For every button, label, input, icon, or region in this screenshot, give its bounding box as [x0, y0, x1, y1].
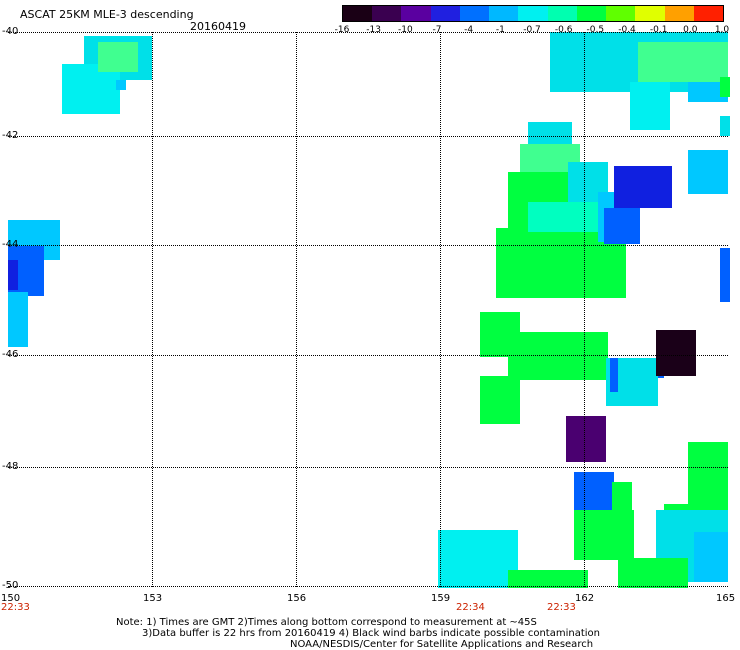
- colorbar-label: -0.7: [523, 25, 541, 35]
- wind-cell: [720, 77, 730, 97]
- colorbar-swatch: [547, 6, 578, 21]
- colorbar-label: -10: [397, 25, 413, 35]
- wind-cell: [604, 208, 640, 244]
- colorbar-swatch: [635, 6, 666, 21]
- wind-cell: [688, 150, 728, 194]
- wind-cell: [116, 80, 126, 90]
- colorbar-swatch: [430, 6, 461, 21]
- colorbar-labels: -16 -13 -10 -7 -4 -1 -0.7 -0.6 -0.5 -0.4 -0.1 0.0 1.…: [335, 25, 730, 37]
- lon-label: 162: [575, 593, 595, 604]
- wind-cell: [694, 532, 728, 582]
- wind-cell: [508, 570, 588, 588]
- lat-label: -40: [2, 26, 19, 37]
- wind-cell: [566, 416, 606, 462]
- lon-label: 165: [716, 593, 736, 604]
- gridline-lon-153: [152, 32, 153, 587]
- colorbar-swatch: [606, 6, 636, 21]
- wind-cell: [688, 442, 728, 512]
- lat-label: -50: [2, 580, 19, 591]
- wind-cell: [574, 472, 614, 510]
- lat-label: -44: [2, 239, 19, 250]
- wind-cell: [630, 82, 670, 130]
- lat-label: -46: [2, 349, 19, 360]
- gridline-lat-42: [8, 136, 728, 137]
- gridline-lat-50: [8, 586, 728, 587]
- wind-cell: [480, 376, 520, 424]
- lat-label: -42: [2, 130, 19, 141]
- colorbar-label: -0.1: [649, 25, 668, 35]
- wind-cell: [574, 510, 634, 560]
- wind-cell: [688, 82, 728, 102]
- note-line-1: Note: 1) Times are GMT 2)Times along bot…: [116, 617, 537, 628]
- time-label: 22:33: [1, 602, 30, 613]
- map-title: ASCAT 25KM MLE-3 descending: [20, 8, 194, 21]
- gridline-lat-44: [8, 245, 728, 246]
- colorbar-swatch: [576, 6, 607, 21]
- colorbar-label: -13: [366, 25, 382, 35]
- lon-label: 159: [431, 593, 451, 604]
- wind-cell: [638, 42, 728, 82]
- colorbar-label: 0.0: [683, 25, 698, 35]
- wind-cell: [618, 558, 688, 588]
- colorbar-swatch: [343, 6, 373, 21]
- colorbar-label: -0.6: [554, 25, 573, 35]
- colorbar-swatch: [693, 6, 724, 21]
- wind-cell: [62, 64, 120, 114]
- wind-cell: [720, 116, 730, 136]
- map-plot: [8, 32, 730, 588]
- note-line-2: 3)Data buffer is 22 hrs from 20160419 4)…: [142, 628, 600, 639]
- wind-cell: [610, 358, 618, 392]
- colorbar-swatch: [372, 6, 402, 21]
- colorbar-label: -16: [334, 25, 350, 35]
- wind-cell: [614, 166, 672, 208]
- colorbar-swatch: [664, 6, 695, 21]
- wind-cell: [656, 330, 696, 376]
- wind-cell: [612, 482, 632, 512]
- lon-label: 150: [1, 593, 21, 604]
- gridline-lat-48: [8, 467, 728, 468]
- wind-cell: [438, 530, 518, 588]
- lat-label: -48: [2, 461, 19, 472]
- time-label: 22:33: [547, 602, 576, 613]
- lon-label: 156: [287, 593, 307, 604]
- colorbar-label: -0.5: [586, 25, 605, 35]
- colorbar-swatch: [459, 6, 490, 21]
- wind-cell: [8, 260, 18, 290]
- wind-cell: [98, 42, 138, 72]
- colorbar-swatch: [518, 6, 549, 21]
- colorbar: [342, 5, 724, 22]
- lon-label: 153: [143, 593, 163, 604]
- colorbar-swatch: [401, 6, 432, 21]
- colorbar-label: 1.0: [714, 25, 730, 35]
- gridline-lat-46: [8, 355, 728, 356]
- gridline-lon-156: [296, 32, 297, 587]
- colorbar-label: -0.4: [618, 25, 636, 35]
- gridline-lon-159: [440, 32, 441, 587]
- gridline-lat-40: [8, 32, 728, 33]
- wind-cell: [8, 292, 28, 347]
- wind-cell: [508, 332, 608, 380]
- colorbar-swatch: [489, 6, 519, 21]
- colorbar-label: -7: [432, 25, 442, 35]
- time-label: 22:34: [456, 602, 485, 613]
- note-line-3: NOAA/NESDIS/Center for Satellite Applica…: [290, 639, 594, 650]
- colorbar-label: -1: [495, 25, 505, 35]
- wind-cell: [720, 248, 730, 302]
- map-date: 20160419: [190, 20, 246, 33]
- colorbar-label: -4: [464, 25, 474, 35]
- gridline-lon-162: [584, 32, 585, 587]
